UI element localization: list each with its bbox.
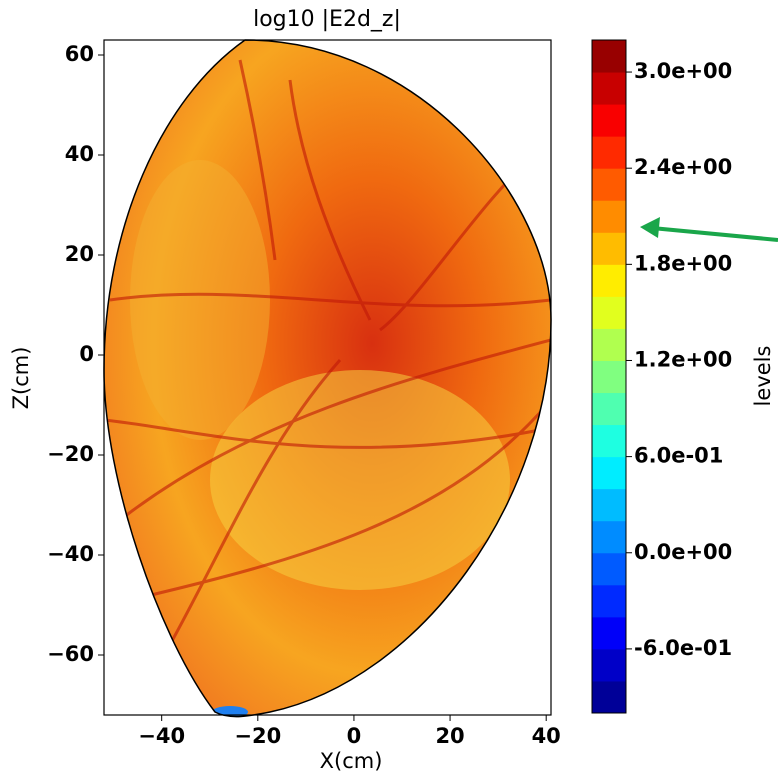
y-tick-label: 0	[79, 342, 94, 366]
colorbar-band	[592, 200, 626, 233]
colorbar-band	[592, 328, 626, 361]
colorbar-band	[592, 584, 626, 618]
colorbar-tick-label: 6.0e-01	[634, 444, 723, 468]
colorbar-band	[592, 264, 626, 297]
colorbar-frame	[591, 39, 627, 714]
chart-title: log10 |E2d_z|	[253, 7, 401, 32]
colorbar-band	[592, 136, 626, 169]
x-tick-label: 0	[347, 724, 362, 748]
colorbar-tick-label: 2.4e+00	[634, 155, 732, 179]
y-tick-label: 40	[65, 142, 94, 166]
colorbar-band	[592, 296, 626, 329]
y-tick-label: 60	[65, 42, 94, 66]
colorbar-band	[592, 232, 626, 265]
colorbar-tick-label: 0.0e+00	[634, 540, 732, 564]
x-tick-label: 20	[435, 724, 464, 748]
colorbar-tick-label: 1.8e+00	[634, 251, 732, 275]
colorbar-label: levels	[751, 346, 775, 407]
colorbar-band	[592, 360, 626, 394]
x-tick-label: −40	[138, 724, 185, 748]
colorbar-band	[592, 488, 626, 522]
colorbar-band	[592, 40, 626, 73]
arrow-annotation	[640, 217, 778, 242]
colorbar-band	[592, 168, 626, 201]
boundary	[103, 39, 552, 718]
colorbar-band	[592, 104, 626, 137]
field-image	[104, 40, 551, 717]
y-tick-label: −20	[47, 442, 94, 466]
y-tick-label: −60	[47, 642, 94, 666]
axes-frame	[103, 39, 552, 716]
x-tick-label: −20	[234, 724, 281, 748]
colorbar-tick-label: 1.2e+00	[634, 347, 732, 371]
y-tick-label: 20	[65, 242, 94, 266]
x-axis-label: X(cm)	[320, 749, 383, 773]
colorbar-band	[592, 72, 626, 105]
colorbar-band	[592, 520, 626, 554]
colorbar-tick-label: 3.0e+00	[634, 59, 732, 83]
y-axis-label: Z(cm)	[9, 347, 33, 410]
colorbar-band	[592, 680, 626, 714]
colorbar-tick-label: -6.0e-01	[634, 636, 732, 660]
colorbar-band	[592, 616, 626, 650]
colorbar-band	[592, 552, 626, 586]
x-tick-label: 40	[532, 724, 561, 748]
colorbar-band	[592, 424, 626, 458]
colorbar-band	[592, 456, 626, 490]
y-tick-label: −40	[47, 542, 94, 566]
colorbar-band	[592, 392, 626, 426]
colorbar-band	[592, 648, 626, 682]
